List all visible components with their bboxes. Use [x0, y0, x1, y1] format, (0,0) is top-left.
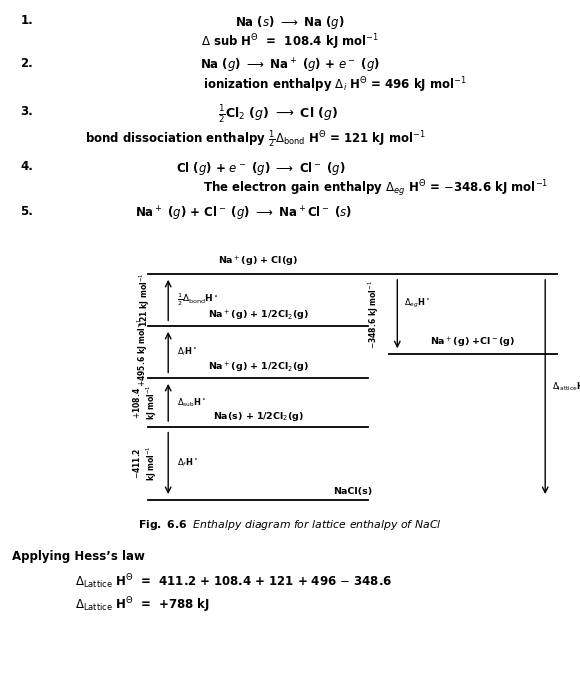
Text: Na$^+$ ($g$) + Cl$^-$ ($g$) $\longrightarrow$ Na$^+$Cl$^-$ ($s$): Na$^+$ ($g$) + Cl$^-$ ($g$) $\longrighta…: [135, 205, 352, 223]
Text: ionization enthalpy $\Delta_i$ H$^\Theta$ = 496 kJ mol$^{-1}$: ionization enthalpy $\Delta_i$ H$^\Theta…: [203, 76, 467, 95]
Text: Na ($s$) $\longrightarrow$ Na ($g$): Na ($s$) $\longrightarrow$ Na ($g$): [235, 14, 345, 31]
Text: $\Delta_{\rm Lattice}$ H$^\Theta$  =  411.2 + 108.4 + 121 + 496 $-$ 348.6: $\Delta_{\rm Lattice}$ H$^\Theta$ = 411.…: [75, 573, 393, 591]
Text: $\Delta_f$H$^\circ$: $\Delta_f$H$^\circ$: [177, 457, 198, 470]
Text: $+$108.4
kJ mol$^{-1}$: $+$108.4 kJ mol$^{-1}$: [131, 384, 159, 421]
Text: Na$^+$(g) + 1/2Cl$_2$(g): Na$^+$(g) + 1/2Cl$_2$(g): [208, 308, 309, 323]
Text: 4.: 4.: [20, 160, 33, 173]
Text: The electron gain enthalpy $\Delta_{eg}$ H$^\Theta$ = $-$348.6 kJ mol$^{-1}$: The electron gain enthalpy $\Delta_{eg}$…: [203, 178, 549, 199]
Text: $+$495.6 kJ mol$^{-1}$: $+$495.6 kJ mol$^{-1}$: [136, 318, 150, 387]
Text: $\Delta_{\rm sub}$H$^\circ$: $\Delta_{\rm sub}$H$^\circ$: [177, 396, 206, 409]
Text: 3.: 3.: [20, 105, 33, 119]
Text: 121 kJ mol$^{-1}$: 121 kJ mol$^{-1}$: [138, 273, 152, 328]
Text: bond dissociation enthalpy $\frac{1}{2}\Delta_{\rm bond}$ H$^\Theta$ = 121 kJ mo: bond dissociation enthalpy $\frac{1}{2}\…: [85, 128, 426, 150]
Text: $\mathbf{Fig.\ 6.6}$  $\it{Enthalpy\ diagram\ for\ lattice\ enthalpy\ of\ NaCl}$: $\mathbf{Fig.\ 6.6}$ $\it{Enthalpy\ diag…: [138, 518, 442, 532]
Text: NaCl(s): NaCl(s): [333, 487, 372, 496]
Text: 1.: 1.: [20, 14, 33, 27]
Text: $\Delta_{eg}$H$^\circ$: $\Delta_{eg}$H$^\circ$: [404, 297, 430, 310]
Text: $\Delta_{\rm lattice}$H$^\circ$: $\Delta_{\rm lattice}$H$^\circ$: [552, 380, 580, 393]
Text: Cl ($g$) + $e^-$ ($g$) $\longrightarrow$ Cl$^-$ ($g$): Cl ($g$) + $e^-$ ($g$) $\longrightarrow$…: [176, 160, 346, 176]
Text: Na$^+$(g) + Cl(g): Na$^+$(g) + Cl(g): [218, 255, 298, 269]
Text: Na$^+$(g) + 1/2Cl$_2$(g): Na$^+$(g) + 1/2Cl$_2$(g): [208, 360, 309, 375]
Text: $\Delta_{\rm Lattice}$ H$^\Theta$  =  +788 kJ: $\Delta_{\rm Lattice}$ H$^\Theta$ = +788…: [75, 595, 211, 615]
Text: $\frac{1}{2}$Cl$_2$ ($g$) $\longrightarrow$ Cl ($g$): $\frac{1}{2}$Cl$_2$ ($g$) $\longrightarr…: [219, 103, 338, 125]
Text: $\Delta_i$H$^\circ$: $\Delta_i$H$^\circ$: [177, 346, 198, 359]
Text: Applying Hess’s law: Applying Hess’s law: [12, 550, 144, 563]
Text: $\Delta$ sub H$^\Theta$  =  108.4 kJ mol$^{-1}$: $\Delta$ sub H$^\Theta$ = 108.4 kJ mol$^…: [201, 33, 379, 52]
Text: 5.: 5.: [20, 205, 33, 218]
Text: Na$^+$(g) +Cl$^-$(g): Na$^+$(g) +Cl$^-$(g): [430, 336, 515, 350]
Text: $-$348.6 kJ mol$^{-1}$: $-$348.6 kJ mol$^{-1}$: [367, 280, 381, 348]
Text: $-$411.2
kJ mol$^{-1}$: $-$411.2 kJ mol$^{-1}$: [131, 446, 159, 481]
Text: Na(s) + 1/2Cl$_2$(g): Na(s) + 1/2Cl$_2$(g): [212, 410, 304, 423]
Text: $\frac{1}{2}\Delta_{\rm bond}$H$^\circ$: $\frac{1}{2}\Delta_{\rm bond}$H$^\circ$: [177, 292, 218, 308]
Text: 2.: 2.: [20, 57, 33, 70]
Text: Na ($g$) $\longrightarrow$ Na$^+$ ($g$) + $e^-$ ($g$): Na ($g$) $\longrightarrow$ Na$^+$ ($g$) …: [200, 57, 380, 75]
